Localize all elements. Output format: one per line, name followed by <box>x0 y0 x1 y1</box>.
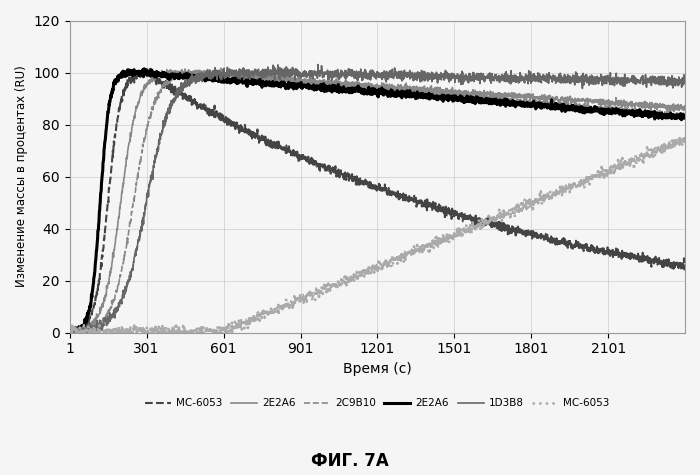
2E2A6 <box>150 77 159 83</box>
2E2A6 <box>66 329 74 335</box>
1D3B8 <box>681 80 690 86</box>
2C9B10 <box>216 66 225 71</box>
2C9B10 <box>133 175 141 181</box>
2E2A6 <box>181 66 189 72</box>
МС-6053 <box>587 173 595 179</box>
МС-6053 <box>679 133 687 139</box>
1D3B8 <box>83 324 91 330</box>
2E2A6 <box>587 106 596 112</box>
1D3B8 <box>345 71 354 77</box>
Line: 1D3B8: 1D3B8 <box>70 65 685 338</box>
2C9B10 <box>681 113 690 119</box>
МС-6053 <box>83 317 91 323</box>
2E2A6 <box>150 74 159 80</box>
2C9B10 <box>74 332 83 338</box>
1D3B8 <box>133 245 141 251</box>
2C9B10 <box>66 326 74 332</box>
2E2A6 <box>83 327 91 333</box>
2C9B10 <box>113 287 122 293</box>
2C9B10 <box>345 85 354 91</box>
МС-6053 <box>345 275 354 280</box>
1D3B8 <box>83 335 91 341</box>
1D3B8 <box>314 62 322 67</box>
МС-6053 <box>102 338 111 344</box>
МС-6053 <box>681 262 690 267</box>
2E2A6 <box>83 317 91 323</box>
2C9B10 <box>150 102 159 107</box>
Line: МС-6053: МС-6053 <box>70 136 685 341</box>
МС-6053 <box>113 117 122 123</box>
МС-6053 <box>66 329 74 335</box>
МС-6053 <box>146 66 155 72</box>
1D3B8 <box>150 160 159 166</box>
МС-6053 <box>150 77 159 83</box>
2E2A6 <box>345 86 354 92</box>
2E2A6 <box>66 330 74 335</box>
МС-6053 <box>345 174 354 180</box>
Line: 2E2A6: 2E2A6 <box>70 69 685 335</box>
Line: 2E2A6: 2E2A6 <box>70 69 685 334</box>
2E2A6 <box>587 99 596 104</box>
Legend: МС-6053, 2E2A6, 2C9B10, 2E2A6, 1D3B8, МС-6053: МС-6053, 2E2A6, 2C9B10, 2E2A6, 1D3B8, МС… <box>141 394 614 412</box>
2C9B10 <box>587 106 596 112</box>
2E2A6 <box>66 332 74 338</box>
1D3B8 <box>66 328 74 333</box>
2E2A6 <box>113 77 122 83</box>
2E2A6 <box>66 332 75 337</box>
МС-6053 <box>133 327 141 332</box>
2E2A6 <box>139 66 148 72</box>
2E2A6 <box>133 70 141 76</box>
МС-6053 <box>66 326 74 332</box>
Line: 2C9B10: 2C9B10 <box>70 68 685 335</box>
МС-6053 <box>83 327 91 333</box>
1D3B8 <box>587 78 596 84</box>
X-axis label: Время (с): Время (с) <box>343 362 412 376</box>
МС-6053 <box>681 139 690 145</box>
Text: ФИГ. 7А: ФИГ. 7А <box>311 452 389 470</box>
2E2A6 <box>113 227 122 233</box>
2E2A6 <box>681 103 690 109</box>
Line: МС-6053: МС-6053 <box>70 69 685 337</box>
МС-6053 <box>113 326 122 332</box>
Y-axis label: Изменение массы в процентах (RU): Изменение массы в процентах (RU) <box>15 66 28 287</box>
2E2A6 <box>345 80 354 86</box>
1D3B8 <box>113 304 122 310</box>
МС-6053 <box>66 334 75 340</box>
МС-6053 <box>587 242 596 248</box>
МС-6053 <box>150 330 159 335</box>
МС-6053 <box>133 72 141 78</box>
2E2A6 <box>681 113 690 118</box>
2E2A6 <box>133 103 141 108</box>
2C9B10 <box>83 329 91 334</box>
